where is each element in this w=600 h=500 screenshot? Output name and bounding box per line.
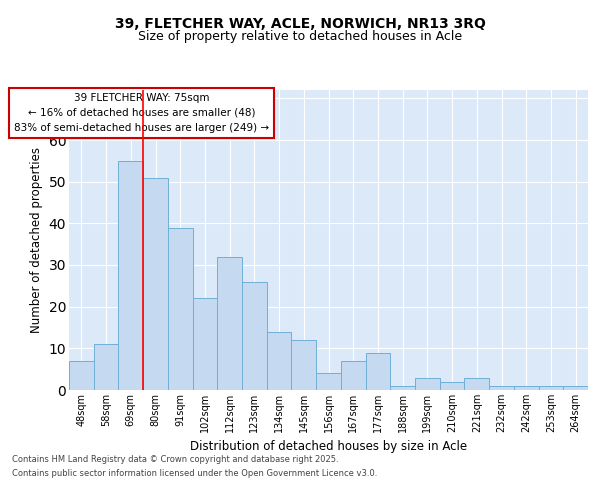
Bar	[464, 378, 489, 390]
Bar	[193, 298, 217, 390]
Bar	[539, 386, 563, 390]
Bar	[415, 378, 440, 390]
Bar	[365, 352, 390, 390]
Text: 39, FLETCHER WAY, ACLE, NORWICH, NR13 3RQ: 39, FLETCHER WAY, ACLE, NORWICH, NR13 3R…	[115, 18, 485, 32]
Bar	[94, 344, 118, 390]
Text: Contains public sector information licensed under the Open Government Licence v3: Contains public sector information licen…	[12, 469, 377, 478]
Bar	[168, 228, 193, 390]
X-axis label: Distribution of detached houses by size in Acle: Distribution of detached houses by size …	[190, 440, 467, 454]
Bar	[143, 178, 168, 390]
Text: 39 FLETCHER WAY: 75sqm
← 16% of detached houses are smaller (48)
83% of semi-det: 39 FLETCHER WAY: 75sqm ← 16% of detached…	[14, 93, 269, 132]
Bar	[292, 340, 316, 390]
Bar	[563, 386, 588, 390]
Bar	[242, 282, 267, 390]
Bar	[217, 256, 242, 390]
Bar	[489, 386, 514, 390]
Bar	[341, 361, 365, 390]
Text: Contains HM Land Registry data © Crown copyright and database right 2025.: Contains HM Land Registry data © Crown c…	[12, 456, 338, 464]
Text: Size of property relative to detached houses in Acle: Size of property relative to detached ho…	[138, 30, 462, 43]
Bar	[390, 386, 415, 390]
Y-axis label: Number of detached properties: Number of detached properties	[30, 147, 43, 333]
Bar	[440, 382, 464, 390]
Bar	[267, 332, 292, 390]
Bar	[316, 374, 341, 390]
Bar	[514, 386, 539, 390]
Bar	[69, 361, 94, 390]
Bar	[118, 161, 143, 390]
